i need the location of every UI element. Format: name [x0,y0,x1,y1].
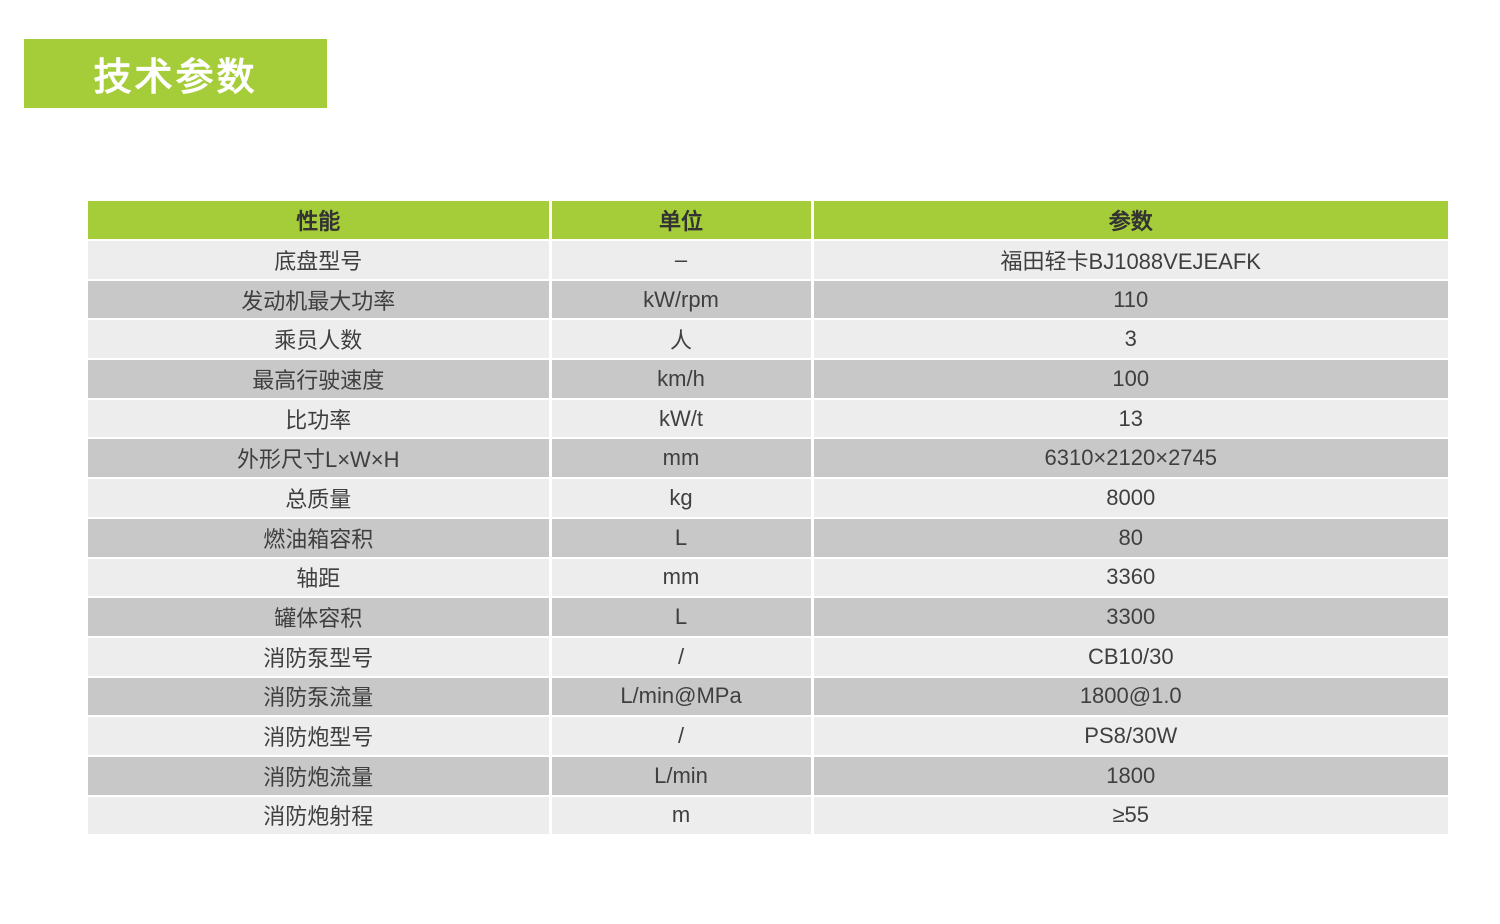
cell-performance: 外形尺寸L×W×H [88,437,550,480]
table-row: 消防泵流量 L/min@MPa 1800@1.0 [88,675,1448,718]
cell-unit: L/min@MPa [548,675,812,718]
cell-unit: mm [548,437,812,480]
cell-parameter: 8000 [810,477,1448,519]
cell-parameter: 100 [810,358,1448,400]
cell-parameter: 6310×2120×2745 [810,437,1448,480]
table-row: 底盘型号 – 福田轻卡BJ1088VEJEAFK [88,239,1448,281]
spec-table-body: 底盘型号 – 福田轻卡BJ1088VEJEAFK 发动机最大功率 kW/rpm 110 乘员… [88,239,1448,837]
column-header-unit: 单位 [548,199,812,241]
cell-unit: L [548,516,812,559]
cell-unit: kW/rpm [548,278,812,321]
cell-unit: km/h [548,358,812,400]
cell-performance: 乘员人数 [88,318,550,361]
cell-parameter: 1800@1.0 [810,675,1448,718]
cell-unit: kg [548,477,812,519]
spec-table: 性能 单位 参数 底盘型号 – 福田轻卡BJ1088VEJEAFK 发动机最大功率 kW… [88,199,1448,837]
cell-performance: 最高行驶速度 [88,358,550,400]
cell-parameter: 110 [810,278,1448,321]
cell-unit: / [548,635,812,678]
cell-performance: 燃油箱容积 [88,516,550,559]
table-row: 消防炮射程 m ≥55 [88,794,1448,837]
column-header-parameter: 参数 [810,199,1448,241]
cell-performance: 总质量 [88,477,550,519]
cell-unit: – [548,239,812,281]
cell-unit: mm [548,556,812,599]
section-title-badge: 技术参数 [24,39,327,108]
column-header-performance: 性能 [88,199,550,241]
cell-unit: / [548,715,812,757]
cell-unit: kW/t [548,397,812,440]
cell-unit: 人 [548,318,812,361]
table-row: 消防炮流量 L/min 1800 [88,754,1448,797]
table-row: 外形尺寸L×W×H mm 6310×2120×2745 [88,437,1448,480]
cell-unit: L [548,596,812,638]
cell-parameter: 3 [810,318,1448,361]
cell-performance: 比功率 [88,397,550,440]
table-row: 消防泵型号 / CB10/30 [88,635,1448,678]
cell-performance: 发动机最大功率 [88,278,550,321]
cell-parameter: ≥55 [810,794,1448,837]
cell-parameter: 3360 [810,556,1448,599]
cell-parameter: PS8/30W [810,715,1448,757]
table-row: 发动机最大功率 kW/rpm 110 [88,278,1448,321]
cell-parameter: CB10/30 [810,635,1448,678]
cell-performance: 消防炮射程 [88,794,550,837]
table-row: 罐体容积 L 3300 [88,596,1448,638]
cell-performance: 轴距 [88,556,550,599]
cell-performance: 罐体容积 [88,596,550,638]
cell-parameter: 1800 [810,754,1448,797]
cell-unit: L/min [548,754,812,797]
table-row: 消防炮型号 / PS8/30W [88,715,1448,757]
table-row: 燃油箱容积 L 80 [88,516,1448,559]
cell-parameter: 福田轻卡BJ1088VEJEAFK [810,239,1448,281]
cell-parameter: 13 [810,397,1448,440]
table-row: 最高行驶速度 km/h 100 [88,358,1448,400]
cell-performance: 底盘型号 [88,239,550,281]
table-header-row: 性能 单位 参数 [88,199,1448,241]
table-row: 总质量 kg 8000 [88,477,1448,519]
table-row: 轴距 mm 3360 [88,556,1448,599]
cell-parameter: 3300 [810,596,1448,638]
table-row: 比功率 kW/t 13 [88,397,1448,440]
cell-unit: m [548,794,812,837]
table-row: 乘员人数人 3 [88,318,1448,361]
cell-parameter: 80 [810,516,1448,559]
section-title-text: 技术参数 [93,57,258,99]
cell-performance: 消防泵流量 [88,675,550,718]
cell-performance: 消防炮型号 [88,715,550,757]
cell-performance: 消防泵型号 [88,635,550,678]
cell-performance: 消防炮流量 [88,754,550,797]
